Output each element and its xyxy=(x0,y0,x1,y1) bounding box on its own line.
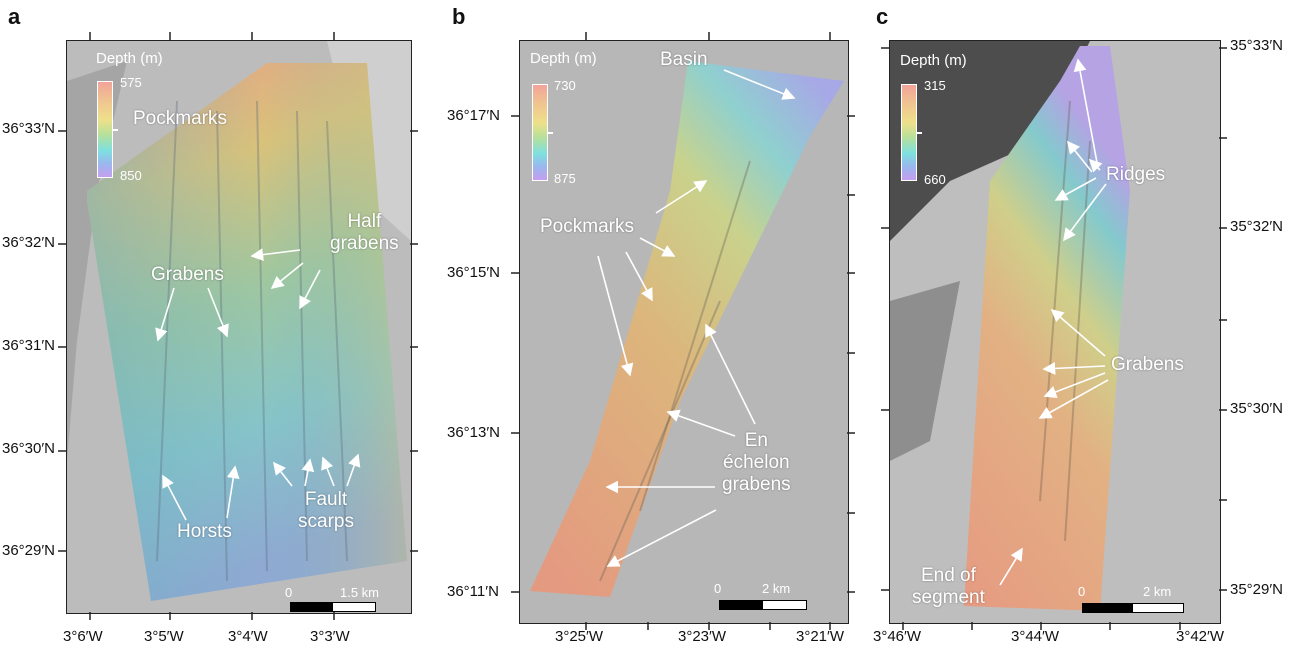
annotation-pockmarks-a: Pockmarks xyxy=(133,108,227,129)
panel-c-colorbar-tick xyxy=(916,132,922,134)
panel-b-scale-end: 2 km xyxy=(762,581,791,596)
panel-c-lat-label: 35°32′N xyxy=(1230,218,1284,235)
panel-c-depth-bottom: 660 xyxy=(924,172,946,187)
panel-b-lon-label: 3°23′W xyxy=(678,628,726,645)
panel-a-scalebar-white xyxy=(332,602,376,612)
panel-a-lon-label: 3°6′W xyxy=(63,628,103,645)
annotation-end-of-segment: End of segment xyxy=(912,565,985,608)
panel-c-map xyxy=(889,40,1221,624)
panel-a-depth-title: Depth (m) xyxy=(96,50,163,67)
panel-b-map xyxy=(519,40,849,624)
panel-a-lat-label: 36°31′N xyxy=(2,337,56,354)
annotation-en-echelon: En échelon grabens xyxy=(722,430,791,495)
panel-a-colorbar-tick xyxy=(112,129,118,131)
panel-a-letter: a xyxy=(8,4,21,29)
panel-b-letter: b xyxy=(452,4,466,29)
panel-b-lon-label: 3°25′W xyxy=(555,628,603,645)
annotation-ridges: Ridges xyxy=(1106,164,1166,185)
annotation-horsts: Horsts xyxy=(177,521,232,542)
panel-a-depth-bottom: 850 xyxy=(120,168,142,183)
annotation-pockmarks-b: Pockmarks xyxy=(540,216,634,237)
panel-a-scale-zero: 0 xyxy=(285,585,293,600)
panel-c-depth-top: 315 xyxy=(924,78,946,93)
panel-c-lon-label: 3°44′W xyxy=(1011,628,1059,645)
panel-b-scale-zero: 0 xyxy=(714,581,722,596)
panel-c-bathymetry xyxy=(890,41,1220,623)
annotation-basin: Basin xyxy=(660,49,708,70)
panel-b-lon-label: 3°21′W xyxy=(796,628,844,645)
panel-b-lat-label: 36°17′N xyxy=(447,107,501,124)
panel-b-lat-label: 36°11′N xyxy=(447,583,499,600)
panel-b-colorbar-tick xyxy=(547,132,553,134)
panel-c-lon-label: 3°46′W xyxy=(873,628,921,645)
panel-a-lon-label: 3°4′W xyxy=(228,628,268,645)
annotation-grabens-a: Grabens xyxy=(151,264,224,285)
panel-a-lat-label: 36°32′N xyxy=(2,234,56,251)
panel-a-scale-end: 1.5 km xyxy=(340,585,380,600)
panel-b-lat-label: 36°15′N xyxy=(447,264,501,281)
panel-b-depth-bottom: 875 xyxy=(554,171,576,186)
panel-a-lat-label: 36°30′N xyxy=(2,440,56,457)
panel-a-lon-label: 3°3′W xyxy=(310,628,350,645)
panel-c-lat-label: 35°33′N xyxy=(1230,37,1284,54)
annotation-grabens-c: Grabens xyxy=(1111,354,1184,375)
panel-c-scalebar-white xyxy=(1132,603,1184,613)
panel-c-letter: c xyxy=(876,4,889,29)
panel-c-depth-title: Depth (m) xyxy=(900,52,967,69)
panel-b-depth-top: 730 xyxy=(554,78,576,93)
panel-b-depth-title: Depth (m) xyxy=(530,50,597,67)
panel-a-lon-label: 3°5′W xyxy=(144,628,184,645)
annotation-fault-scarps: Fault scarps xyxy=(298,489,354,532)
panel-c-scale-zero: 0 xyxy=(1078,584,1086,599)
panel-c-lat-label: 35°30′N xyxy=(1230,400,1284,417)
panel-a-lat-label: 36°33′N xyxy=(2,120,56,137)
annotation-half-grabens: Half grabens xyxy=(330,211,399,254)
panel-c-lon-label: 3°42′W xyxy=(1176,628,1224,645)
panel-a-depth-top: 575 xyxy=(120,75,142,90)
panel-c-lat-label: 35°29′N xyxy=(1230,581,1284,598)
panel-b-scalebar-white xyxy=(762,600,807,610)
panel-b-lat-label: 36°13′N xyxy=(447,424,501,441)
panel-a-lat-label: 36°29′N xyxy=(2,542,56,559)
panel-c-scale-end: 2 km xyxy=(1143,584,1172,599)
